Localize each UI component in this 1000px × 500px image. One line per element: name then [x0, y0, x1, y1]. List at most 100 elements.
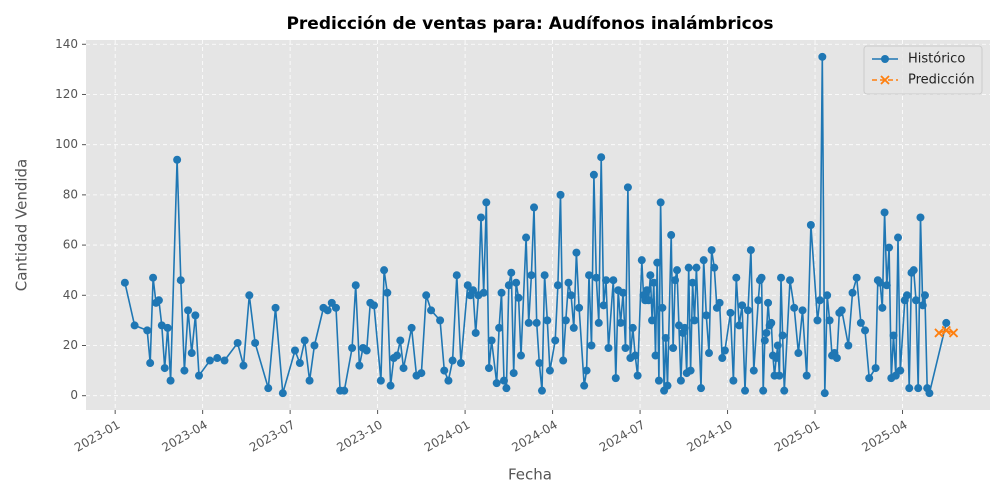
legend-label: Predicción: [908, 73, 975, 88]
marker: [759, 386, 768, 395]
marker: [941, 325, 951, 336]
marker: [393, 351, 402, 360]
marker: [669, 343, 678, 352]
x-tick-label: 2023-07: [247, 418, 297, 455]
marker: [746, 246, 755, 255]
marker: [492, 379, 501, 388]
marker: [479, 288, 488, 297]
marker: [920, 291, 929, 300]
marker: [452, 271, 461, 280]
y-tick-label: 60: [63, 238, 78, 252]
marker: [777, 273, 786, 282]
x-tick-label: 2023-01: [72, 418, 122, 455]
marker: [561, 316, 570, 325]
marker: [497, 288, 506, 297]
marker: [524, 318, 533, 327]
marker: [504, 281, 513, 290]
marker: [623, 183, 632, 192]
marker: [852, 273, 861, 282]
marker: [456, 359, 465, 368]
marker: [818, 52, 827, 61]
marker: [587, 341, 596, 350]
marker: [154, 296, 163, 305]
marker: [802, 371, 811, 380]
marker: [649, 278, 658, 287]
marker: [149, 273, 158, 282]
marker: [239, 361, 248, 370]
marker: [671, 276, 680, 285]
x-tick-label: 2024-07: [597, 418, 647, 455]
marker: [564, 278, 573, 287]
marker: [754, 296, 763, 305]
marker: [569, 323, 578, 332]
marker: [790, 303, 799, 312]
marker: [848, 288, 857, 297]
marker: [780, 386, 789, 395]
marker: [896, 366, 905, 375]
marker: [909, 266, 918, 275]
marker: [527, 271, 536, 280]
marker: [220, 356, 229, 365]
y-tick-label: 0: [70, 388, 78, 402]
marker: [245, 291, 254, 300]
marker: [553, 281, 562, 290]
marker: [310, 341, 319, 350]
marker: [651, 351, 660, 360]
marker: [264, 384, 273, 393]
marker: [386, 381, 395, 390]
marker: [903, 291, 912, 300]
marker: [911, 296, 920, 305]
marker: [477, 213, 486, 222]
marker: [637, 256, 646, 265]
marker: [575, 303, 584, 312]
marker: [251, 338, 260, 347]
marker: [383, 288, 392, 297]
marker: [295, 359, 304, 368]
marker: [440, 366, 449, 375]
marker: [509, 369, 518, 378]
legend: Histórico Predicción: [863, 45, 983, 95]
x-tick-label: 2025-04: [859, 418, 909, 455]
marker: [611, 374, 620, 383]
marker: [271, 303, 280, 312]
marker: [661, 333, 670, 342]
marker: [880, 208, 889, 217]
y-axis-label: Cantidad Vendida: [13, 159, 31, 291]
marker: [778, 331, 787, 340]
marker: [720, 346, 729, 355]
marker: [176, 276, 185, 285]
marker: [667, 231, 676, 240]
y-tick-label: 100: [55, 137, 78, 151]
x-tick-label: 2025-01: [772, 418, 822, 455]
marker: [499, 376, 508, 385]
marker: [540, 271, 549, 280]
marker: [436, 316, 445, 325]
x-tick-label: 2024-04: [509, 418, 559, 455]
marker: [130, 321, 139, 330]
marker: [594, 318, 603, 327]
marker: [484, 364, 493, 373]
marker: [487, 336, 496, 345]
x-axis-label: Fecha: [508, 466, 552, 484]
marker: [905, 384, 914, 393]
marker: [399, 364, 408, 373]
marker: [794, 349, 803, 358]
y-tick-label: 40: [63, 288, 78, 302]
marker: [187, 349, 196, 358]
marker: [163, 323, 172, 332]
x-tick-label: 2024-01: [422, 418, 472, 455]
marker: [832, 354, 841, 363]
marker: [823, 291, 832, 300]
y-tick-label: 120: [55, 87, 78, 101]
marker: [942, 318, 951, 327]
marker: [688, 278, 697, 287]
marker: [543, 316, 552, 325]
marker: [348, 343, 357, 352]
marker: [422, 291, 431, 300]
marker: [351, 281, 360, 290]
y-tick-label: 20: [63, 338, 78, 352]
marker: [772, 354, 781, 363]
legend-label: Histórico: [908, 52, 965, 67]
marker: [427, 306, 436, 315]
marker: [417, 369, 426, 378]
